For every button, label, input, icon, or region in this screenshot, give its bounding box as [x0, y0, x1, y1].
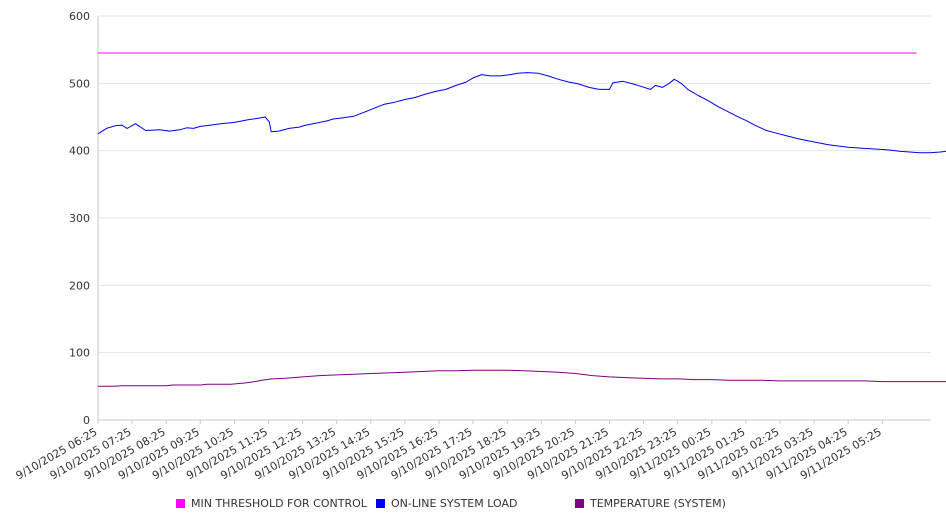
y-tick-labels: 0 100 200 300 400 500 600 [69, 10, 90, 427]
series-layer [97, 52, 946, 387]
x-tick-labels: 9/10/2025 06:259/10/2025 07:259/10/2025 … [14, 425, 884, 482]
y-tick-label: 200 [69, 279, 90, 292]
y-tick-label: 600 [69, 10, 90, 23]
legend-item-temperature: TEMPERATURE (SYSTEM) [575, 497, 726, 510]
legend-item-system-load: ON-LINE SYSTEM LOAD [376, 497, 517, 510]
legend-swatch-temperature [575, 499, 584, 508]
y-tick-label: 100 [69, 347, 90, 360]
y-tick-label: 300 [69, 212, 90, 225]
legend: MIN THRESHOLD FOR CONTROL ON-LINE SYSTEM… [0, 497, 946, 515]
legend-label-min-threshold: MIN THRESHOLD FOR CONTROL [191, 497, 367, 510]
y-tick-label: 0 [83, 414, 90, 427]
series-line-temperature [98, 369, 946, 387]
axis-layer [97, 16, 931, 424]
series-line-system-load [97, 72, 946, 154]
grid-layer [98, 15, 931, 354]
legend-label-temperature: TEMPERATURE (SYSTEM) [590, 497, 726, 510]
legend-label-system-load: ON-LINE SYSTEM LOAD [391, 497, 518, 510]
legend-swatch-system-load [376, 499, 385, 508]
y-tick-label: 500 [69, 77, 90, 90]
y-tick-label: 400 [69, 145, 90, 158]
legend-swatch-min-threshold [176, 499, 185, 508]
legend-item-min-threshold: MIN THRESHOLD FOR CONTROL [176, 497, 367, 510]
